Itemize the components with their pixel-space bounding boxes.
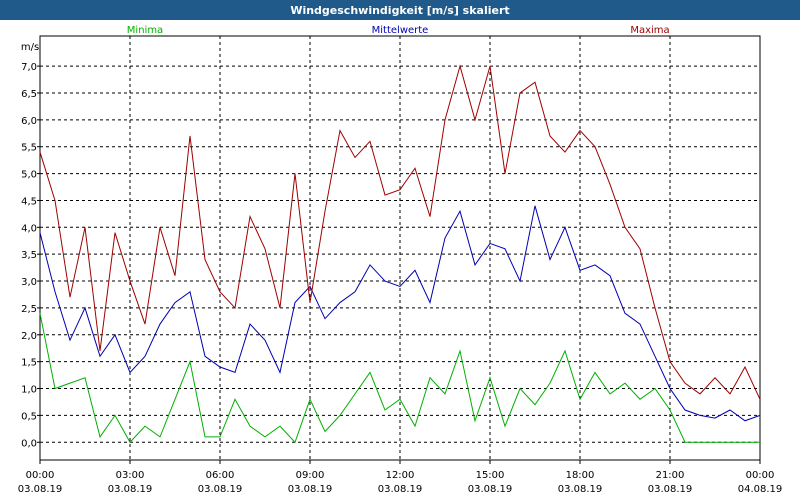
y-tick-label: 0,0 [21, 438, 37, 449]
y-tick-label: 6,0 [21, 116, 37, 127]
x-tick-label: 03:00 03.08.19 [108, 470, 153, 495]
x-tick-label: 09:00 03.08.19 [288, 470, 333, 495]
y-tick-label: 5,0 [21, 170, 37, 181]
y-tick-label: 7,0 [21, 62, 37, 73]
y-axis-label: m/s [21, 42, 39, 53]
y-tick-label: 5,5 [21, 143, 37, 154]
chart-title: Windgeschwindigkeit [m/s] skaliert [290, 4, 509, 17]
y-tick-label: 3,5 [21, 250, 37, 261]
data-line [39, 205, 761, 422]
x-tick-label: 21:00 03.08.19 [648, 470, 693, 495]
y-tick-label: 0,5 [21, 411, 37, 422]
y-tick-label: 6,5 [21, 89, 37, 100]
y-tick-label: 4,5 [21, 196, 37, 207]
y-tick-label: 1,5 [21, 358, 37, 369]
y-tick-label: 1,0 [21, 385, 37, 396]
legend-label: Maxima [630, 25, 669, 36]
x-tick-label: 00:00 04.08.19 [738, 470, 783, 495]
y-tick-label: 4,0 [21, 223, 37, 234]
title-bar [0, 0, 800, 20]
x-tick-label: 18:00 03.08.19 [558, 470, 603, 495]
x-tick-label: 00:00 03.08.19 [18, 470, 63, 495]
data-line [39, 64, 761, 400]
legend-label: Mittelwerte [372, 25, 429, 36]
y-tick-label: 2,0 [21, 331, 37, 342]
x-tick-label: 06:00 03.08.19 [198, 470, 243, 495]
y-tick-label: 3,0 [21, 277, 37, 288]
x-tick-label: 15:00 03.08.19 [468, 470, 513, 495]
x-tick-label: 12:00 03.08.19 [378, 470, 423, 495]
y-tick-label: 2,5 [21, 304, 37, 315]
data-line [39, 313, 760, 444]
legend-label: Minima [127, 25, 163, 36]
